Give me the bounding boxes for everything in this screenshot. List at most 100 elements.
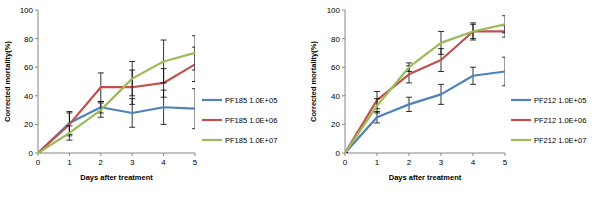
error-cap xyxy=(438,71,444,72)
error-cap xyxy=(98,102,104,103)
legend-entry: PF185 1.0E+06 xyxy=(202,116,277,125)
y-tick-label: 20 xyxy=(331,120,340,129)
x-axis-label: Days after treatment xyxy=(80,173,153,182)
error-cap xyxy=(438,84,444,85)
legend-label: PF185 1.0E+05 xyxy=(225,96,277,105)
error-cap xyxy=(161,97,167,98)
y-axis-label: Corrected mortality(%) xyxy=(3,41,12,122)
legend-swatch xyxy=(202,139,222,141)
error-cap xyxy=(470,22,476,23)
x-tick xyxy=(473,153,474,156)
x-axis-label: Days after treatment xyxy=(389,173,462,182)
error-cap xyxy=(374,98,380,99)
error-cap xyxy=(406,82,412,83)
legend-label: PF212 1.0E+07 xyxy=(534,136,586,145)
error-cap xyxy=(98,101,104,102)
x-tick-label: 3 xyxy=(130,158,135,167)
legend-swatch xyxy=(511,139,531,141)
canvas: 0 20 40 60 80 100 0 1 2 3 4 5 Days after treatment Co… xyxy=(0,0,606,199)
error-cap xyxy=(66,112,72,113)
legend-swatch xyxy=(511,119,531,121)
y-tick-label: 0 xyxy=(29,149,34,158)
error-cap xyxy=(406,62,412,63)
error-cap xyxy=(502,85,505,86)
x-tick-label: 5 xyxy=(503,158,508,167)
error-cap xyxy=(129,61,135,62)
legend-swatch xyxy=(202,99,222,101)
plot-area xyxy=(38,36,195,153)
y-tick xyxy=(342,124,345,125)
legend-swatch xyxy=(202,119,222,121)
error-cap xyxy=(192,128,195,129)
error-cap xyxy=(98,101,104,102)
x-tick xyxy=(100,153,101,156)
x-tick-label: 2 xyxy=(99,158,104,167)
y-axis xyxy=(38,10,39,153)
y-tick-label: 20 xyxy=(24,120,33,129)
x-tick-label: 4 xyxy=(161,158,166,167)
x-tick xyxy=(38,153,39,156)
error-cap xyxy=(406,97,412,98)
legend-label: PF185 1.0E+06 xyxy=(225,116,277,125)
y-tick xyxy=(342,10,345,11)
y-tick xyxy=(35,67,38,68)
chart: 020406080100012345Days after treatmentCo… xyxy=(3,6,277,182)
legend-swatch xyxy=(511,99,531,101)
x-tick xyxy=(505,153,506,156)
y-tick-label: 100 xyxy=(20,6,34,15)
legend-entry: PF212 1.0E+05 xyxy=(511,96,586,105)
error-cap xyxy=(192,81,195,82)
error-cap xyxy=(161,124,167,125)
y-tick-label: 80 xyxy=(331,35,340,44)
y-tick-label: 40 xyxy=(24,92,33,101)
legend-entry: PF212 1.0E+06 xyxy=(511,116,586,125)
error-cap xyxy=(502,57,505,58)
y-axis-label: Corrected mortality(%) xyxy=(309,41,318,122)
x-tick-label: 1 xyxy=(375,158,380,167)
error-cap xyxy=(470,38,476,39)
x-tick-label: 1 xyxy=(67,158,72,167)
error-cap xyxy=(66,111,72,112)
error-cap xyxy=(470,24,476,25)
y-tick-label: 100 xyxy=(327,6,341,15)
y-tick-label: 60 xyxy=(331,63,340,72)
error-cap xyxy=(470,40,476,41)
x-tick xyxy=(132,153,133,156)
error-cap xyxy=(161,40,167,41)
error-cap xyxy=(98,72,104,73)
plot-area xyxy=(345,16,505,153)
x-tick-label: 5 xyxy=(193,158,198,167)
error-cap xyxy=(502,15,505,16)
error-cap xyxy=(470,84,476,85)
x-axis xyxy=(38,153,195,154)
y-tick-label: 60 xyxy=(24,63,33,72)
legend-entry: PF185 1.0E+05 xyxy=(202,96,277,105)
error-cap xyxy=(161,82,167,83)
legend-label: PF185 1.0E+07 xyxy=(225,136,277,145)
legend-entry: PF212 1.0E+07 xyxy=(511,136,586,145)
series-line xyxy=(345,31,505,153)
error-cap xyxy=(374,122,380,123)
series-line xyxy=(38,53,195,153)
y-tick xyxy=(342,95,345,96)
x-tick-label: 0 xyxy=(343,158,348,167)
error-cap xyxy=(502,37,505,38)
x-axis xyxy=(345,153,505,154)
error-cap xyxy=(438,54,444,55)
y-tick-label: 40 xyxy=(331,92,340,101)
x-tick xyxy=(441,153,442,156)
error-cap xyxy=(192,70,195,71)
x-tick xyxy=(69,153,70,156)
y-tick xyxy=(35,124,38,125)
x-tick-label: 3 xyxy=(439,158,444,167)
error-cap xyxy=(129,127,135,128)
error-cap xyxy=(438,31,444,32)
y-tick xyxy=(35,38,38,39)
error-cap xyxy=(129,95,135,96)
error-cap xyxy=(192,35,195,36)
y-tick-label: 80 xyxy=(24,35,33,44)
error-cap xyxy=(98,117,104,118)
legend-entry: PF185 1.0E+07 xyxy=(202,136,277,145)
y-tick xyxy=(342,67,345,68)
y-tick xyxy=(35,10,38,11)
